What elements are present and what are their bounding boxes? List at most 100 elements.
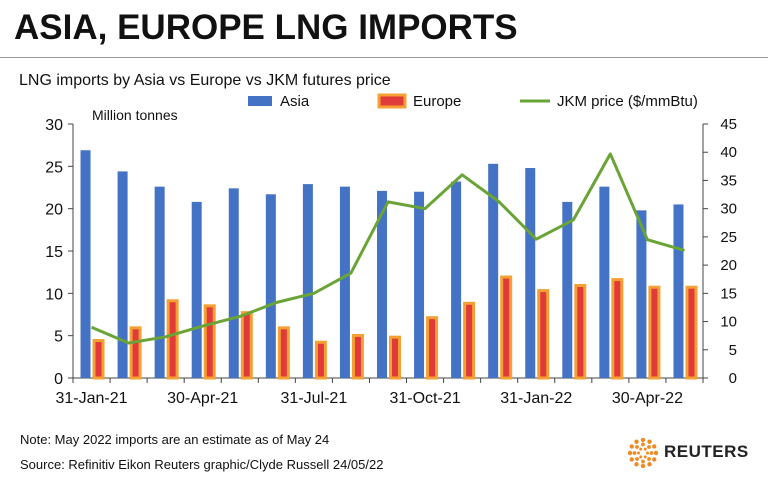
left-axis-tick-label: 30 <box>45 117 63 134</box>
x-axis-tick-label: 30-Apr-21 <box>167 390 238 407</box>
europe-bar <box>92 339 105 380</box>
reuters-logo-dot <box>629 457 634 462</box>
bars-layer <box>80 150 698 380</box>
reuters-logo-dot <box>653 450 658 456</box>
europe-bar <box>351 333 364 380</box>
chart-subtitle: LNG imports by Asia vs Europe vs JKM fut… <box>19 72 391 89</box>
europe-bar <box>277 326 290 380</box>
reuters-logo-dot <box>652 457 657 462</box>
asia-bar <box>451 181 462 378</box>
asia-bar <box>636 210 647 378</box>
right-axis-tick-label: 20 <box>720 257 737 274</box>
reuters-logo-dot <box>632 451 637 455</box>
x-axis-tick-label: 31-Jul-21 <box>281 390 348 407</box>
europe-bar <box>203 304 216 380</box>
asia-bar <box>154 186 165 378</box>
footer-source: Source: Refinitiv Eikon Reuters graphic/… <box>20 457 384 472</box>
europe-bar <box>426 316 439 380</box>
right-axis-tick-label: 35 <box>720 172 737 189</box>
legend: Asia Europe JKM price ($/mmBtu) <box>248 93 698 110</box>
europe-bar <box>574 284 587 380</box>
right-axis-tick-label: 0 <box>729 370 737 387</box>
reuters-logo-dot <box>652 444 657 449</box>
europe-bar <box>166 299 179 380</box>
right-axis-tick-label: 15 <box>720 285 737 302</box>
title-divider <box>0 57 768 58</box>
left-axis-tick-label: 0 <box>54 371 63 388</box>
reuters-logo: REUTERS <box>628 438 758 468</box>
reuters-logo-text: REUTERS <box>664 442 749 461</box>
legend-swatch-europe <box>377 93 407 109</box>
europe-bar <box>648 285 661 380</box>
reuters-logo-dot <box>629 444 634 449</box>
asia-bar <box>191 201 202 378</box>
left-axis-tick-label: 20 <box>45 202 63 219</box>
asia-bar <box>377 190 387 378</box>
right-axis-tick-label: 45 <box>720 116 737 133</box>
reuters-logo-dot <box>640 438 646 443</box>
reuters-logo-dot <box>634 439 639 444</box>
reuters-logo-dot <box>647 445 651 449</box>
reuters-logo-dot <box>646 451 649 455</box>
jkm-price-line <box>90 152 685 345</box>
legend-label-europe: Europe <box>413 93 461 110</box>
reuters-logo-dot <box>628 450 633 456</box>
asia-bar <box>599 186 610 378</box>
asia-bar <box>525 168 536 378</box>
left-axis-tick-label: 10 <box>45 286 63 303</box>
footer-note: Note: May 2022 imports are an estimate a… <box>20 432 330 447</box>
reuters-logo-dot <box>641 442 645 447</box>
reuters-logo-dot <box>641 459 645 464</box>
asia-bar <box>302 184 313 378</box>
asia-bar <box>488 163 499 378</box>
asia-bar <box>414 191 425 378</box>
asia-bar <box>339 186 350 378</box>
reuters-logo-dot <box>639 455 643 459</box>
reuters-logo-dot <box>635 445 639 449</box>
europe-bar <box>389 335 401 380</box>
right-axis-tick-label: 40 <box>720 144 737 161</box>
reuters-logo-dot <box>647 462 652 467</box>
legend-swatch-asia <box>248 96 272 106</box>
right-axis-tick-label: 30 <box>720 201 737 218</box>
x-axis-tick-label: 31-Jan-21 <box>56 390 128 407</box>
left-axis-tick-label: 25 <box>45 159 63 176</box>
europe-bar <box>685 285 698 380</box>
europe-bar <box>500 275 513 380</box>
left-axis-tick-label: 15 <box>45 244 63 261</box>
asia-bar <box>265 194 276 378</box>
europe-bar <box>314 340 327 380</box>
reuters-logo-dot <box>634 462 639 467</box>
reuters-logo-dot <box>640 463 646 468</box>
x-axis-tick-label: 31-Oct-21 <box>389 390 460 407</box>
right-axis-tick-label: 25 <box>720 229 737 246</box>
reuters-logo-dot <box>637 451 640 455</box>
chart-title: ASIA, EUROPE LNG IMPORTS <box>14 8 518 47</box>
reuters-logo-dot <box>649 451 654 455</box>
legend-label-asia: Asia <box>280 93 310 110</box>
y-axis-unit-label: Million tonnes <box>92 107 178 123</box>
line-layer <box>90 152 685 345</box>
reuters-logo-dot <box>639 447 643 451</box>
asia-bar <box>80 150 91 378</box>
x-axis-tick-label: 30-Apr-22 <box>612 390 683 407</box>
left-axis-tick-label: 5 <box>54 329 63 346</box>
asia-bar <box>228 188 239 378</box>
europe-bar <box>240 311 253 380</box>
reuters-logo-dot <box>643 447 647 451</box>
x-axis-tick-label: 31-Jan-22 <box>500 390 572 407</box>
europe-bar <box>611 278 624 380</box>
reuters-dot-logo-icon <box>628 438 658 468</box>
asia-bar <box>117 171 128 378</box>
reuters-logo-dot <box>643 455 647 459</box>
reuters-logo-dot <box>647 457 651 461</box>
right-axis-tick-label: 10 <box>720 314 737 331</box>
europe-bar <box>537 289 550 380</box>
asia-bar <box>673 204 684 378</box>
reuters-logo-dot <box>635 457 639 461</box>
right-axis-tick-label: 5 <box>729 342 737 359</box>
legend-label-jkm: JKM price ($/mmBtu) <box>557 93 698 110</box>
reuters-logo-dot <box>647 439 652 444</box>
axes-layer: 0 5 10 15 20 25 30 0 5 10 15 20 25 30 35 40 45 31-Jan-21 3… <box>45 116 737 407</box>
